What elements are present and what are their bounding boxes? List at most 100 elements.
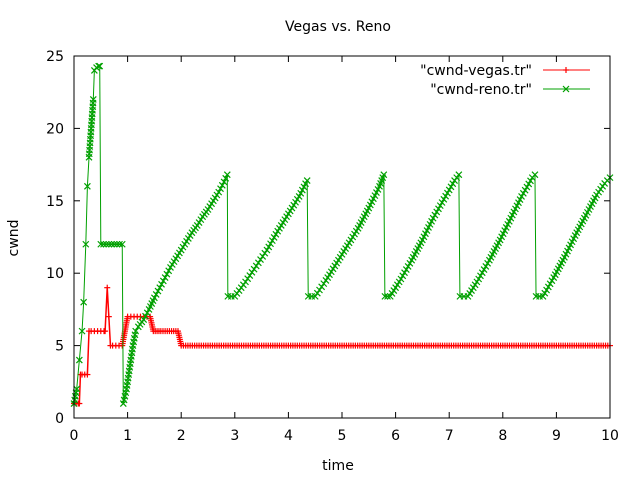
- data-point-marker: [303, 177, 311, 184]
- data-point-marker: [259, 252, 267, 260]
- x-tick-label: 6: [391, 428, 400, 444]
- data-point-marker: [447, 183, 455, 191]
- data-point-marker: [431, 211, 439, 219]
- data-point-marker: [165, 267, 173, 275]
- data-point-marker: [548, 277, 556, 285]
- data-point-marker: [562, 85, 570, 93]
- data-point-marker: [261, 249, 269, 257]
- data-point-marker: [595, 188, 603, 196]
- y-tick-label: 0: [55, 411, 64, 427]
- data-point-marker: [433, 208, 441, 216]
- data-point-marker: [477, 272, 484, 280]
- data-point-marker: [248, 268, 256, 276]
- data-point-marker: [438, 199, 446, 206]
- y-tick-label: 10: [46, 266, 64, 282]
- data-point-marker: [435, 205, 442, 213]
- data-point-marker: [541, 289, 549, 297]
- data-point-marker: [159, 277, 167, 285]
- data-point-marker: [316, 286, 323, 294]
- data-point-marker: [263, 246, 271, 254]
- data-point-marker: [320, 280, 328, 288]
- x-tick-label: 8: [498, 428, 507, 444]
- data-point-marker: [599, 182, 607, 190]
- data-point-marker: [480, 266, 488, 274]
- data-point-marker: [544, 283, 552, 291]
- data-point-marker: [161, 274, 169, 281]
- data-point-marker: [384, 292, 391, 300]
- data-point-marker: [222, 174, 230, 182]
- data-point-marker: [443, 189, 451, 197]
- data-point-marker: [406, 259, 414, 267]
- x-tick-label: 9: [552, 428, 561, 444]
- data-point-marker: [118, 240, 126, 248]
- y-tick-label: 20: [46, 121, 64, 137]
- x-tick-label: 0: [70, 428, 79, 444]
- data-point-marker: [132, 327, 140, 335]
- data-point-marker: [83, 182, 91, 190]
- data-point-marker: [272, 230, 280, 238]
- data-point-marker: [96, 62, 104, 70]
- plot-frame: [73, 55, 611, 419]
- data-point-marker: [140, 316, 148, 323]
- data-point-marker: [313, 289, 321, 297]
- y-tick-label: 15: [46, 194, 64, 210]
- data-point-marker: [95, 62, 103, 70]
- data-point-marker: [150, 294, 158, 302]
- data-point-marker: [478, 269, 486, 277]
- data-point-marker: [539, 292, 547, 300]
- data-point-marker: [436, 202, 444, 210]
- data-point-marker: [257, 256, 264, 264]
- data-point-marker: [102, 240, 110, 248]
- y-axis-label: cwnd: [6, 220, 22, 257]
- legend-label: "cwnd-vegas.tr": [420, 63, 532, 79]
- data-point-marker: [523, 183, 531, 191]
- x-tick-label: 7: [445, 428, 454, 444]
- data-point-marker: [254, 259, 262, 267]
- data-point-marker: [110, 240, 118, 248]
- data-point-marker: [475, 275, 483, 283]
- x-tick-label: 4: [284, 428, 293, 444]
- data-point-marker: [75, 356, 83, 364]
- data-point-marker: [223, 171, 231, 179]
- data-point-marker: [158, 280, 165, 288]
- x-tick-label: 5: [338, 428, 347, 444]
- data-point-marker: [116, 240, 123, 248]
- x-tick-label: 3: [230, 428, 239, 444]
- data-point-marker: [156, 284, 164, 292]
- data-point-marker: [78, 327, 86, 335]
- x-tick-label: 10: [601, 428, 619, 444]
- data-point-marker: [399, 272, 407, 280]
- data-point-marker: [531, 171, 539, 179]
- data-point-marker: [445, 186, 453, 194]
- data-point-marker: [154, 287, 162, 295]
- data-point-marker: [429, 214, 437, 222]
- data-point-marker: [270, 234, 278, 241]
- data-point-marker: [267, 240, 274, 248]
- data-point-marker: [252, 262, 260, 270]
- data-point-marker: [215, 188, 223, 196]
- data-point-marker: [449, 180, 457, 188]
- data-point-marker: [381, 292, 389, 300]
- data-point-marker: [311, 292, 319, 300]
- data-point-marker: [401, 269, 408, 277]
- series-0: [71, 284, 613, 407]
- data-point-marker: [113, 240, 121, 248]
- data-point-marker: [593, 191, 601, 199]
- data-point-marker: [142, 312, 149, 320]
- series-1: [70, 62, 614, 407]
- series-line: [73, 65, 611, 404]
- y-tick-label: 5: [55, 339, 64, 355]
- data-point-marker: [527, 177, 534, 185]
- data-point-marker: [543, 286, 550, 294]
- data-point-marker: [82, 240, 90, 248]
- axis-ticks: 0 1 2 3 4 5 6 7 8 9 10 0 5 10 15 20 25: [46, 49, 619, 444]
- data-point-marker: [108, 240, 115, 248]
- data-point-marker: [89, 96, 97, 103]
- x-axis-label: time: [322, 458, 354, 474]
- data-point-marker: [397, 275, 405, 283]
- legend: "cwnd-vegas.tr" "cwnd-reno.tr": [420, 63, 590, 98]
- data-point-marker: [597, 185, 605, 193]
- data-point-marker: [163, 270, 171, 278]
- data-point-marker: [242, 278, 249, 286]
- data-point-marker: [442, 192, 450, 200]
